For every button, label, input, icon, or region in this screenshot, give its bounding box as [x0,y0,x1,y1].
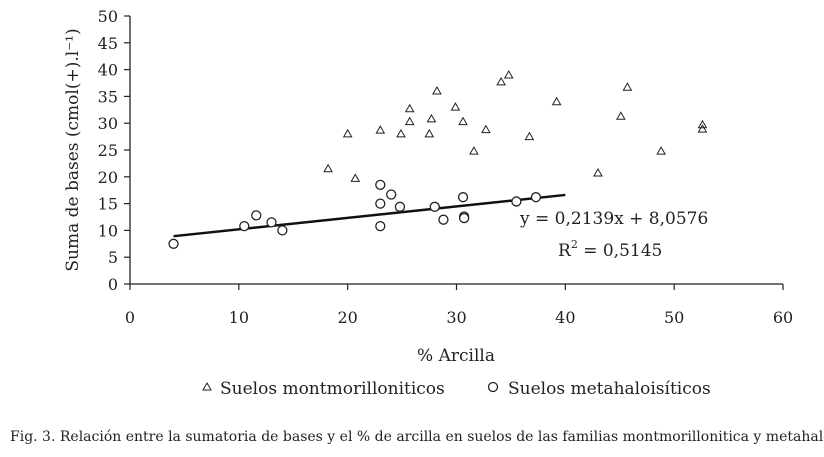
triangle-point [404,116,415,126]
circle-point [438,214,449,225]
circle-point [429,201,440,212]
circle-point [394,201,406,212]
circle-point [375,198,386,209]
triangle-point [593,168,603,177]
circle-point [375,220,386,232]
circle-point [511,196,522,207]
y-tick-label: 25 [98,141,118,160]
triangle-point [496,76,506,86]
y-tick-label: 45 [98,34,118,53]
circle-point [277,225,288,236]
triangle-point [524,131,535,141]
triangle-point [450,102,461,111]
triangle-point [342,128,353,138]
circle-point [266,217,277,228]
legend-label-metahaloisiticos: Suelos metahaloisíticos [508,379,711,399]
trend-equation: y = 0,2139x + 8,0576 [519,209,708,229]
triangle-point [697,124,708,133]
circle-point [386,189,397,200]
legend-triangle-marker [202,381,212,391]
x-tick-label: 20 [337,308,357,327]
triangle-point [426,113,437,123]
circle-point [251,210,262,221]
circle-point [457,192,469,203]
y-axis-title: Suma de bases (cmol(+).l⁻¹) [63,28,83,271]
triangle-point [615,111,626,120]
circle-point [530,192,542,203]
legend-label-montmorilloniticos: Suelos montmorilloniticos [220,379,445,399]
triangle-point [375,125,386,134]
triangle-point [697,119,708,129]
trendline [173,193,566,238]
axes [129,16,783,285]
y-tick-label: 5 [108,248,118,267]
triangle-point [458,116,468,126]
y-tick-label: 20 [98,168,118,187]
triangle-point [424,128,435,138]
x-tick-label: 50 [664,308,684,327]
triangle-point [656,146,666,155]
circle-point [375,179,386,190]
x-tick-label: 30 [446,308,466,327]
y-tick-label: 10 [98,221,118,240]
triangle-point [432,86,442,95]
y-tick-label: 0 [108,275,118,294]
y-ticks: 0 5 10 15 20 25 30 35 40 45 50 [98,7,130,294]
y-tick-label: 15 [98,195,118,214]
triangle-point [404,103,415,113]
triangle-point [350,173,361,182]
triangle-point [503,69,514,79]
circle-point [239,220,250,232]
x-tick-label: 0 [125,308,135,327]
triangle-point [323,163,333,173]
circle-point [168,238,179,249]
x-axis-title: % Arcilla [417,346,495,366]
y-tick-label: 40 [98,61,118,80]
x-ticks: 0 10 20 30 40 50 60 [125,284,793,327]
x-tick-label: 10 [229,308,249,327]
circle-point [458,212,470,224]
data-markers [168,69,708,249]
x-tick-label: 60 [773,308,793,327]
y-tick-label: 35 [98,87,118,106]
legend: Suelos montmorilloniticos Suelos metahal… [202,379,711,399]
triangle-point [622,82,633,91]
x-tick-label: 40 [555,308,575,327]
triangle-point [551,96,562,106]
triangle-point [396,128,406,138]
legend-circle-marker [487,381,499,393]
y-tick-label: 30 [98,114,118,133]
figure-caption: Fig. 3. Relación entre la sumatoria de b… [10,429,824,445]
triangle-point [481,124,491,134]
r-squared-label: R2 = 0,5145 [558,238,662,261]
y-tick-label: 50 [98,7,118,26]
triangle-point [469,146,479,155]
